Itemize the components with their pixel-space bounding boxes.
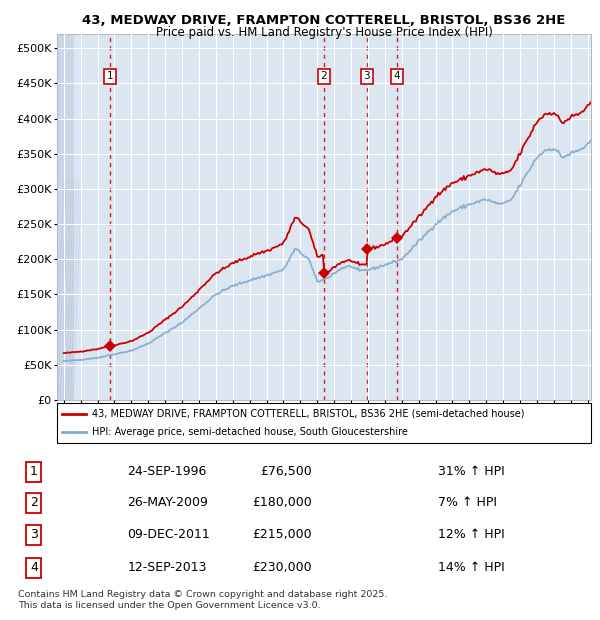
Text: 14% ↑ HPI: 14% ↑ HPI: [438, 561, 505, 574]
Text: 2: 2: [30, 497, 38, 510]
Text: £230,000: £230,000: [252, 561, 311, 574]
Text: 2: 2: [320, 71, 328, 81]
Text: 24-SEP-1996: 24-SEP-1996: [127, 465, 206, 478]
Text: £215,000: £215,000: [252, 528, 311, 541]
Text: 09-DEC-2011: 09-DEC-2011: [127, 528, 210, 541]
Text: 31% ↑ HPI: 31% ↑ HPI: [438, 465, 505, 478]
Text: Contains HM Land Registry data © Crown copyright and database right 2025.
This d: Contains HM Land Registry data © Crown c…: [18, 590, 388, 609]
Text: 43, MEDWAY DRIVE, FRAMPTON COTTERELL, BRISTOL, BS36 2HE (semi-detached house): 43, MEDWAY DRIVE, FRAMPTON COTTERELL, BR…: [92, 409, 524, 419]
Text: £180,000: £180,000: [252, 497, 311, 510]
Text: 43, MEDWAY DRIVE, FRAMPTON COTTERELL, BRISTOL, BS36 2HE: 43, MEDWAY DRIVE, FRAMPTON COTTERELL, BR…: [82, 14, 566, 27]
Text: 26-MAY-2009: 26-MAY-2009: [127, 497, 208, 510]
Text: 1: 1: [107, 71, 113, 81]
Text: 3: 3: [30, 528, 38, 541]
Text: 1: 1: [30, 465, 38, 478]
Text: 7% ↑ HPI: 7% ↑ HPI: [438, 497, 497, 510]
Text: Price paid vs. HM Land Registry's House Price Index (HPI): Price paid vs. HM Land Registry's House …: [155, 26, 493, 39]
Text: 4: 4: [394, 71, 400, 81]
Text: 4: 4: [30, 561, 38, 574]
Text: 12-SEP-2013: 12-SEP-2013: [127, 561, 206, 574]
Text: HPI: Average price, semi-detached house, South Gloucestershire: HPI: Average price, semi-detached house,…: [92, 427, 407, 438]
Bar: [55, 34, 74, 400]
Text: £76,500: £76,500: [260, 465, 311, 478]
Text: 3: 3: [364, 71, 370, 81]
Text: 12% ↑ HPI: 12% ↑ HPI: [438, 528, 505, 541]
